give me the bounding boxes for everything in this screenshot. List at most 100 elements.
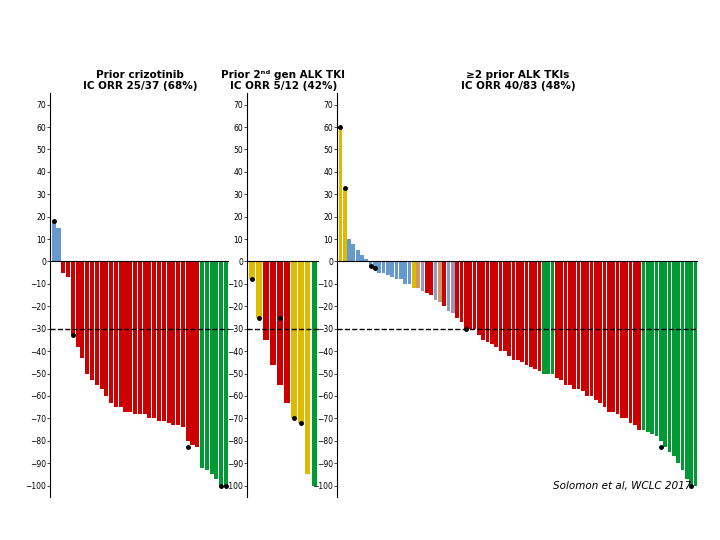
Bar	[477, 261, 481, 335]
Bar	[186, 261, 190, 441]
Bar	[667, 261, 671, 452]
Bar	[356, 251, 359, 261]
Bar	[166, 261, 171, 423]
Bar	[464, 261, 468, 329]
Bar	[291, 261, 297, 418]
Bar	[516, 261, 520, 360]
Bar	[399, 261, 402, 279]
Bar	[373, 261, 377, 268]
Bar	[438, 261, 442, 302]
Bar	[114, 261, 118, 407]
Bar	[633, 261, 636, 425]
Bar	[305, 261, 310, 475]
Bar	[585, 261, 589, 396]
Bar	[637, 261, 641, 430]
Bar	[66, 261, 70, 277]
Bar	[263, 261, 269, 340]
Title: Prior 2ⁿᵈ gen ALK TKI
IC ORR 5/12 (42%): Prior 2ⁿᵈ gen ALK TKI IC ORR 5/12 (42%)	[221, 70, 346, 91]
Bar	[219, 261, 223, 485]
Bar	[654, 261, 658, 436]
Bar	[52, 221, 55, 261]
Bar	[403, 261, 407, 284]
Bar	[590, 261, 593, 396]
Bar	[555, 261, 559, 378]
Bar	[104, 261, 109, 396]
Bar	[297, 261, 304, 423]
Bar	[446, 261, 451, 311]
Bar	[581, 261, 585, 392]
Bar	[176, 261, 180, 425]
Bar	[270, 261, 276, 365]
Bar	[200, 261, 204, 468]
Bar	[133, 261, 137, 414]
Bar	[473, 261, 477, 329]
Bar	[559, 261, 563, 380]
Bar	[256, 261, 262, 318]
Title: ≥2 prior ALK TKIs
IC ORR 40/83 (48%): ≥2 prior ALK TKIs IC ORR 40/83 (48%)	[461, 70, 575, 91]
Bar	[542, 261, 546, 374]
Bar	[659, 261, 662, 441]
Bar	[420, 261, 425, 291]
Bar	[162, 261, 166, 421]
Bar	[408, 261, 411, 284]
Bar	[490, 261, 494, 345]
Bar	[486, 261, 490, 342]
Bar	[611, 261, 615, 411]
Bar	[620, 261, 624, 418]
Bar	[469, 261, 472, 329]
Bar	[607, 261, 611, 411]
Bar	[277, 261, 283, 384]
Bar	[343, 187, 346, 261]
Bar	[650, 261, 654, 434]
Bar	[603, 261, 606, 407]
Bar	[224, 261, 228, 485]
Bar	[138, 261, 142, 414]
Bar	[451, 261, 455, 313]
Bar	[412, 261, 415, 288]
Bar	[210, 261, 214, 475]
Bar	[61, 261, 66, 273]
Bar	[377, 261, 381, 273]
Bar	[680, 261, 684, 470]
Bar	[386, 261, 390, 275]
Text: LORLATINIBE EM METÁSTASES CEREBRAIS: LORLATINIBE EM METÁSTASES CEREBRAIS	[18, 21, 508, 41]
Bar	[195, 261, 199, 448]
Bar	[616, 261, 619, 414]
Bar	[460, 261, 464, 322]
Bar	[390, 261, 394, 277]
Bar	[369, 261, 372, 266]
Bar	[148, 261, 151, 418]
Bar	[598, 261, 602, 403]
Bar	[629, 261, 632, 423]
Bar	[538, 261, 541, 372]
Bar	[351, 244, 355, 261]
Text: Solomon et al, WCLC 2017: Solomon et al, WCLC 2017	[553, 481, 691, 491]
Bar	[123, 261, 127, 411]
Bar	[564, 261, 567, 384]
Bar	[90, 261, 94, 380]
Bar	[663, 261, 667, 448]
Bar	[525, 261, 528, 365]
Bar	[672, 261, 675, 456]
Bar	[360, 255, 364, 261]
Bar	[534, 261, 537, 369]
Bar	[347, 239, 351, 261]
Bar	[499, 261, 503, 351]
Bar	[191, 261, 194, 446]
Bar	[95, 261, 99, 384]
Bar	[338, 127, 342, 261]
Bar	[685, 261, 688, 479]
Bar	[676, 261, 680, 463]
Bar	[546, 261, 550, 374]
Bar	[456, 261, 459, 318]
Bar	[425, 261, 429, 293]
Bar	[482, 261, 485, 340]
Bar	[416, 261, 420, 288]
Bar	[568, 261, 572, 384]
Bar	[382, 261, 385, 273]
Bar	[624, 261, 628, 418]
Bar	[503, 261, 507, 351]
Bar	[577, 261, 580, 389]
Bar	[71, 261, 75, 335]
Bar	[157, 261, 161, 421]
